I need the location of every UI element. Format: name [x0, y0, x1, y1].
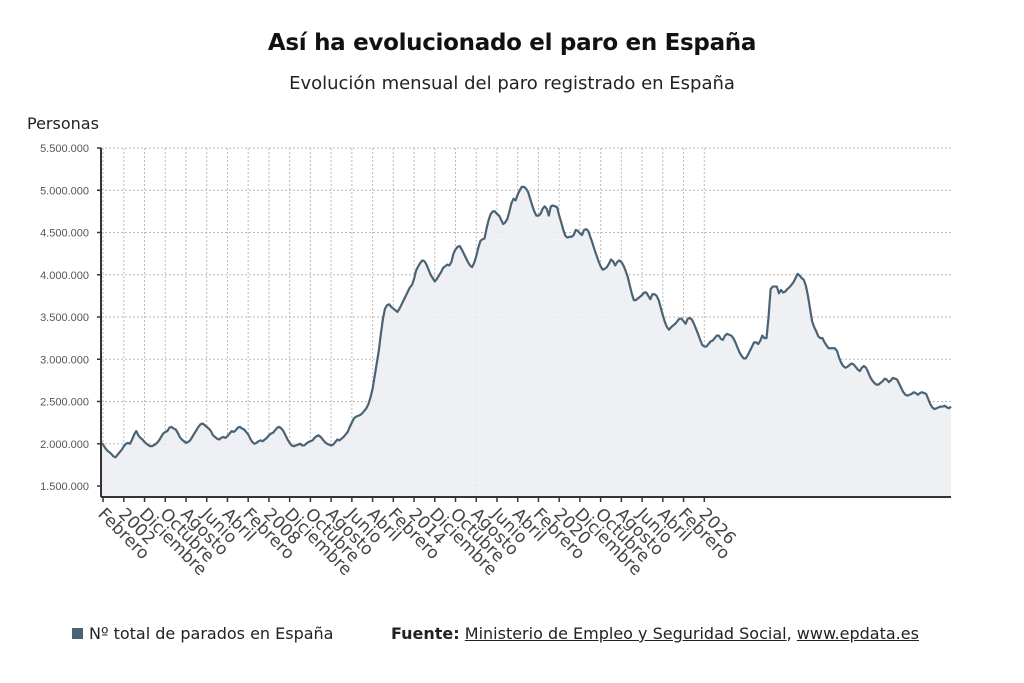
area-layer [100, 185, 952, 497]
y-tick-label: 5.500.000 [40, 143, 89, 155]
y-tick-label: 2.500.000 [40, 397, 89, 409]
axes [97, 147, 951, 502]
x-tick-labels: Febrero2002DiciembreOctubreAgostoJunioAb… [94, 504, 740, 580]
y-tick-label: 3.500.000 [40, 312, 89, 324]
source-link-epdata[interactable]: www.epdata.es [796, 624, 919, 643]
y-tick-label: 2.000.000 [40, 439, 89, 451]
source-separator: , [786, 624, 792, 643]
y-axis-title: Personas [27, 114, 99, 133]
chart-subtitle: Evolución mensual del paro registrado en… [289, 73, 735, 94]
legend-swatch [72, 628, 83, 639]
source-link-ministry[interactable]: Ministerio de Empleo y Seguridad Social [464, 624, 787, 643]
area-fill [101, 186, 951, 497]
legend[interactable]: Nº total de parados en España [72, 624, 333, 643]
source-credit: Fuente: Ministerio de Empleo y Seguridad… [391, 624, 919, 643]
source-prefix: Fuente: [391, 624, 460, 643]
y-tick-label: 4.000.000 [40, 270, 89, 282]
chart-title: Así ha evolucionado el paro en España [267, 30, 757, 56]
legend-label: Nº total de parados en España [89, 624, 334, 643]
y-tick-labels: 1.500.000 2.000.000 2.500.000 3.000.000 3.50… [40, 143, 89, 493]
y-tick-label: 3.000.000 [40, 354, 89, 366]
y-tick-label: 4.500.000 [40, 228, 89, 240]
y-tick-label: 5.000.000 [40, 185, 89, 197]
series-line [100, 185, 952, 459]
y-tick-label: 1.500.000 [40, 481, 89, 493]
